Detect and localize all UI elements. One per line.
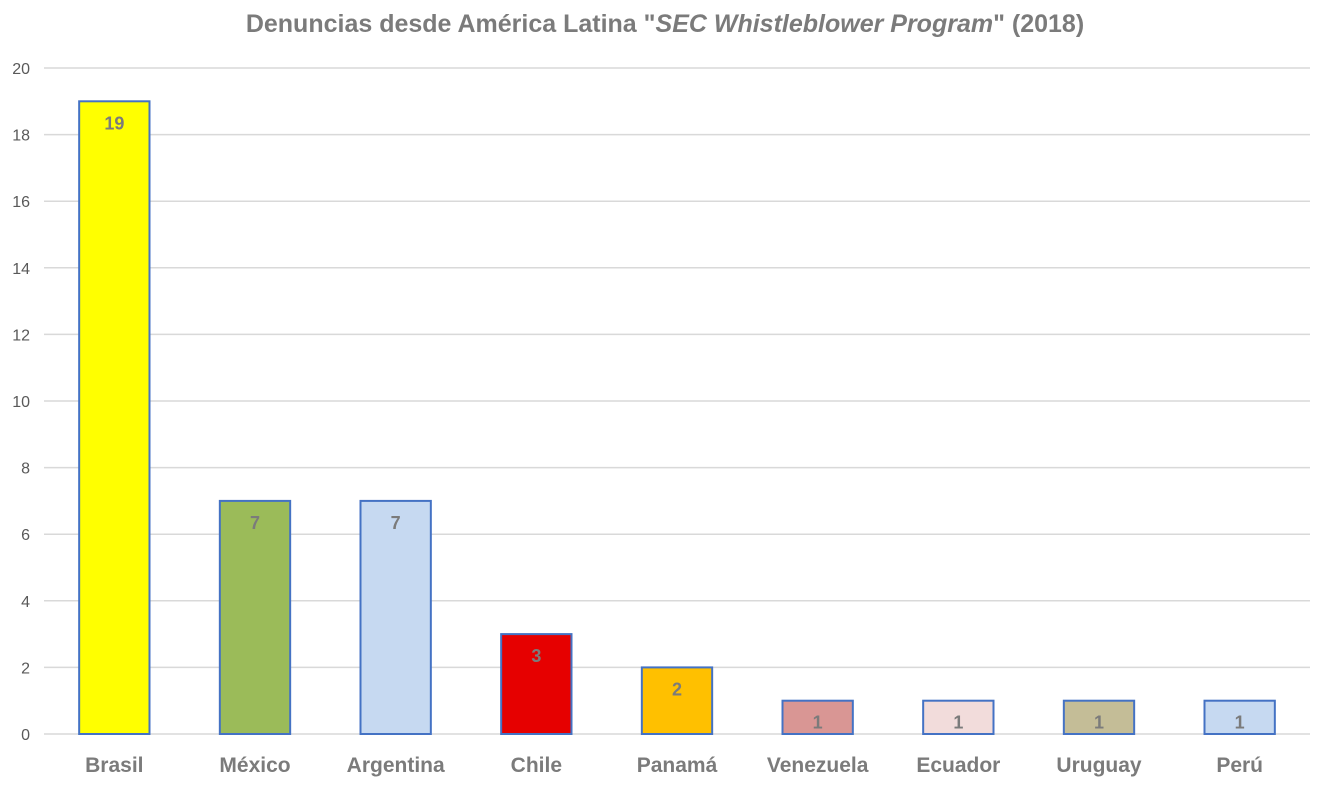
chart-title-italic: SEC Whistleblower Program (655, 10, 994, 38)
y-tick-label: 0 (21, 727, 30, 744)
data-label: 2 (672, 679, 682, 699)
data-label: 7 (391, 513, 401, 533)
bar (1062, 699, 1136, 736)
data-label: 19 (104, 113, 124, 133)
y-tick-label: 2 (21, 660, 30, 677)
data-label: 1 (813, 713, 823, 733)
y-tick-label: 6 (21, 527, 30, 544)
x-tick-label: Argentina (347, 754, 445, 777)
y-tick-label: 10 (12, 394, 30, 411)
x-tick-label: Brasil (85, 754, 143, 777)
bar (359, 499, 432, 735)
data-label: 1 (1094, 713, 1104, 733)
y-tick-label: 14 (12, 261, 30, 278)
x-tick-label: México (219, 754, 290, 777)
data-label: 1 (953, 713, 963, 733)
y-tick-label: 16 (12, 194, 30, 211)
chart-title-plain: Denuncias desde América Latina " (245, 10, 656, 38)
bars: 19 7 7 3 2 1 1 1 1 (78, 100, 1276, 736)
bar (218, 499, 292, 735)
bar (1203, 699, 1276, 736)
y-tick-label: 12 (12, 327, 30, 344)
y-tick-label: 8 (21, 461, 30, 478)
bar (781, 699, 854, 736)
bar (640, 666, 714, 736)
bar (922, 699, 995, 736)
y-tick-label: 4 (21, 594, 30, 611)
x-tick-label: Venezuela (767, 754, 869, 777)
data-label: 7 (250, 513, 260, 533)
chart-title-tail: " (2018) (993, 10, 1085, 38)
bar (78, 100, 151, 736)
x-tick-label: Ecuador (916, 754, 1000, 777)
x-tick-label: Perú (1216, 754, 1263, 777)
y-tick-label: 18 (12, 128, 30, 145)
chart-title: Denuncias desde América Latina "SEC Whis… (0, 10, 1330, 39)
data-label: 1 (1235, 713, 1245, 733)
bar (500, 633, 573, 735)
data-label: 3 (531, 646, 541, 666)
x-tick-label: Uruguay (1056, 754, 1142, 777)
x-tick-label: Chile (511, 754, 562, 777)
x-tick-label: Panamá (637, 754, 718, 777)
y-tick-label: 20 (12, 61, 30, 78)
